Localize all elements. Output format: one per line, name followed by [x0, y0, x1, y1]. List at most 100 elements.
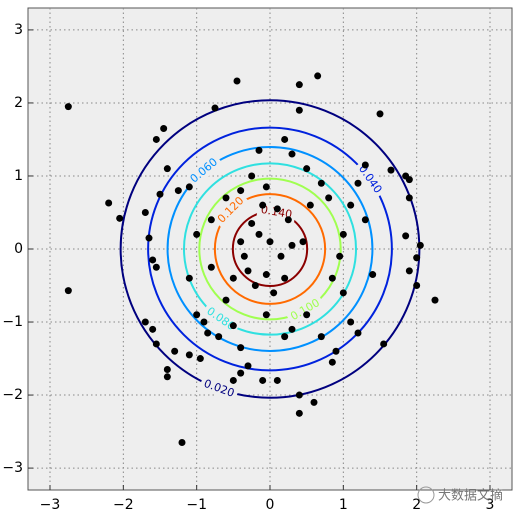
scatter-point: [281, 274, 289, 282]
contour-line: [198, 177, 342, 321]
scatter-point: [204, 329, 212, 337]
scatter-point: [284, 216, 292, 224]
contour-line: [147, 126, 393, 372]
contour-label-bg: [212, 191, 250, 229]
scatter-point: [152, 340, 160, 348]
scatter-point: [185, 183, 193, 191]
scatter-point: [361, 161, 369, 169]
scatter-point: [185, 274, 193, 282]
contour-label-bg: [198, 375, 240, 402]
scatter-point: [233, 77, 241, 85]
scatter-point: [288, 150, 296, 158]
watermark: 大数据文摘: [438, 488, 503, 504]
scatter-point: [200, 318, 208, 326]
y-tick-label: 0: [14, 241, 23, 257]
scatter-point: [229, 274, 237, 282]
scatter-point: [237, 344, 245, 352]
x-tick-label: 2: [412, 497, 421, 513]
scatter-point: [332, 347, 340, 355]
scatter-point: [402, 232, 410, 240]
y-tick-label: 3: [14, 22, 23, 38]
scatter-point: [405, 194, 413, 202]
scatter-point: [336, 252, 344, 260]
scatter-point: [413, 282, 421, 290]
scatter-point: [163, 373, 171, 381]
scatter-point: [369, 271, 377, 279]
scatter-point: [354, 179, 362, 187]
scatter-point: [156, 190, 164, 198]
scatter-point: [163, 165, 171, 173]
scatter-point: [255, 230, 263, 238]
scatter-point: [295, 81, 303, 89]
scatter-point: [237, 187, 245, 195]
scatter-point: [262, 271, 270, 279]
x-tick-label: −3: [40, 497, 61, 513]
scatter-point: [339, 230, 347, 238]
scatter-point: [105, 199, 113, 207]
scatter-point: [163, 366, 171, 373]
scatter-point: [244, 362, 252, 370]
scatter-point: [295, 409, 303, 417]
contour-line: [166, 145, 374, 353]
y-tick-label: 1: [14, 168, 23, 184]
scatter-point: [405, 267, 413, 275]
x-tick-label: −2: [113, 497, 134, 513]
scatter-point: [149, 325, 157, 333]
scatter-point: [317, 179, 325, 187]
scatter-point: [288, 241, 296, 249]
scatter-point: [229, 322, 237, 330]
scatter-point: [174, 187, 182, 195]
scatter-point: [152, 135, 160, 143]
scatter-point: [339, 289, 347, 297]
scatter-point: [317, 333, 325, 341]
contour-line: [182, 162, 358, 336]
scatter-point: [295, 391, 303, 399]
scatter-point: [141, 208, 149, 216]
watermark-icon: [417, 486, 435, 504]
scatter-point: [222, 194, 230, 202]
contour-label-bg: [285, 294, 326, 326]
scatter-point: [431, 296, 439, 304]
scatter-point: [193, 230, 201, 238]
scatter-point: [248, 172, 256, 180]
scatter-point: [149, 256, 157, 264]
scatter-point: [281, 135, 289, 143]
scatter-point: [237, 369, 245, 377]
scatter-point: [273, 376, 281, 384]
x-tick-label: −1: [186, 497, 207, 513]
scatter-point: [251, 282, 259, 290]
scatter-point: [347, 201, 355, 209]
scatter-point: [314, 72, 322, 80]
scatter-point: [262, 183, 270, 191]
x-tick-label: 3: [486, 497, 495, 513]
scatter-point: [295, 106, 303, 114]
scatter-point: [185, 351, 193, 359]
y-tick-label: −3: [2, 460, 23, 476]
scatter-point: [222, 296, 230, 304]
scatter-point: [328, 358, 336, 366]
scatter-point: [171, 347, 179, 355]
y-tick-label: −1: [2, 314, 23, 330]
scatter-point: [262, 311, 270, 319]
scatter-point: [270, 289, 278, 297]
scatter-point: [281, 333, 289, 341]
scatter-point: [64, 287, 72, 295]
scatter-point: [266, 238, 274, 246]
scatter-point: [240, 252, 248, 260]
scatter-point: [211, 104, 219, 112]
scatter-point: [116, 214, 124, 222]
scatter-point: [347, 318, 355, 326]
scatter-point: [64, 103, 72, 111]
scatter-point: [178, 439, 186, 447]
scatter-point: [299, 238, 307, 246]
scatter-point: [325, 194, 333, 202]
scatter-point: [248, 219, 256, 227]
scatter-point: [387, 166, 395, 174]
scatter-point: [160, 125, 168, 132]
scatter-point: [310, 398, 318, 406]
scatter-point: [328, 274, 336, 282]
scatter-point: [196, 355, 204, 363]
scatter-point: [259, 201, 267, 209]
y-tick-label: 2: [14, 95, 23, 111]
